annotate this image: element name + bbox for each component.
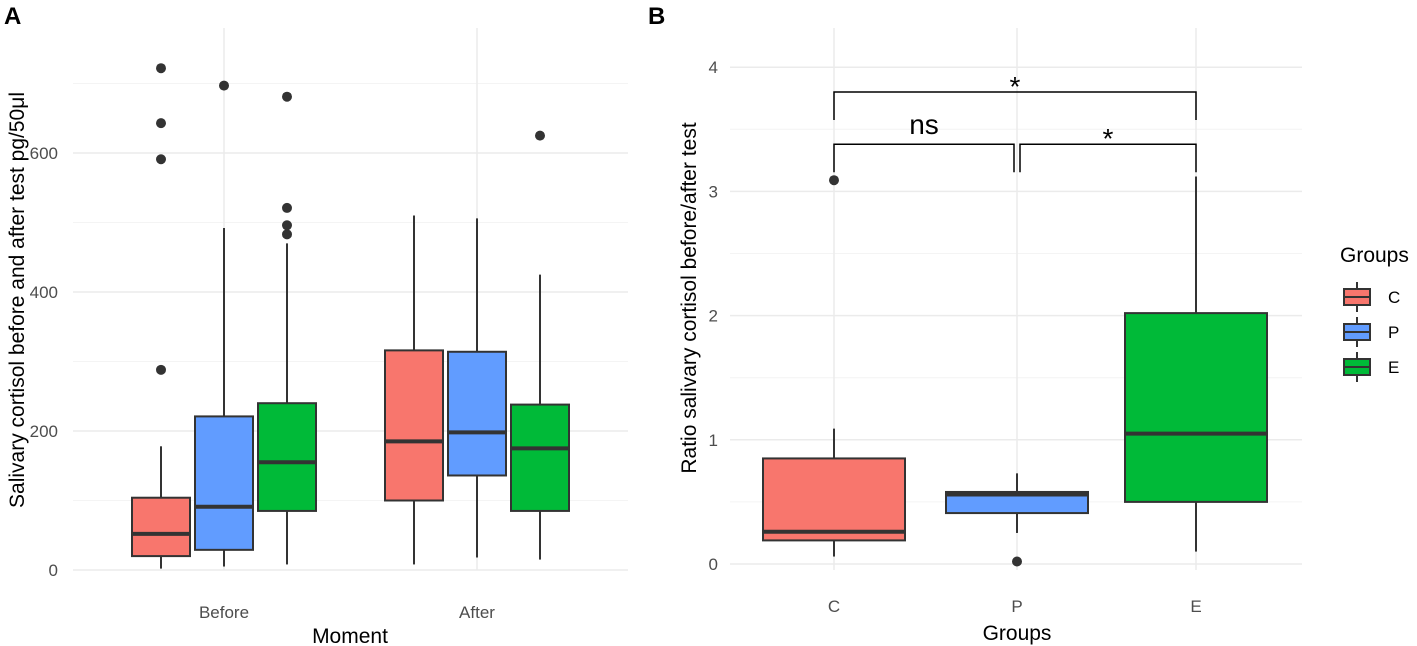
a-after-e-outlier-1 <box>535 130 545 141</box>
a-before-e-outlier-2 <box>282 220 292 231</box>
b-c-c-outlier-1 <box>829 175 839 186</box>
a-after-c-box <box>384 349 444 502</box>
legend-title: Groups <box>1340 244 1409 267</box>
a-after-p-box <box>447 350 507 477</box>
significance-label-p-e: * <box>1103 123 1114 154</box>
x-tick-label: After <box>459 603 495 622</box>
significance-label-c-e: * <box>1010 71 1021 102</box>
x-axis-title: Groups <box>983 622 1052 645</box>
legend-item-e-label: E <box>1388 358 1399 377</box>
x-tick-label: Before <box>199 603 249 622</box>
y-tick-label: 1 <box>709 431 718 450</box>
y-tick-label: 0 <box>709 555 718 574</box>
a-before-e-outlier-3 <box>282 202 292 213</box>
x-axis-title: Moment <box>312 625 388 646</box>
b-e-e-box <box>1124 312 1268 503</box>
panel-a-label: A <box>4 3 21 30</box>
legend: Groups CPE <box>1340 244 1409 382</box>
significance-bracket-c-e <box>833 91 1197 121</box>
a-before-c-outlier-2 <box>156 154 166 165</box>
y-tick-label: 4 <box>709 58 718 77</box>
a-before-e-outlier-1 <box>282 229 292 240</box>
y-tick-label: 3 <box>709 182 718 201</box>
y-tick-label: 400 <box>30 283 58 302</box>
x-tick-label: E <box>1190 597 1201 616</box>
y-tick-label: 0 <box>49 561 58 580</box>
a-before-c-box <box>131 496 191 558</box>
a-before-c-outlier-3 <box>156 118 166 129</box>
b-c-c-box <box>762 457 906 542</box>
x-tick-label: C <box>828 597 840 616</box>
a-before-c-outlier-4 <box>156 63 166 74</box>
significance-bracket-p-e <box>1019 143 1197 173</box>
b-p-p-box <box>945 490 1089 515</box>
significance-bracket-c-p <box>833 143 1015 173</box>
a-before-c-outlier-1 <box>156 364 166 375</box>
legend-item-p-label: P <box>1388 323 1399 342</box>
a-before-p-box <box>194 415 254 551</box>
significance-label-c-p: ns <box>909 109 939 140</box>
panel-b-boxplot: 0 1 2 3 4 C P E * ns * Groups Ratio salivary cortiso… <box>678 28 1302 645</box>
x-tick-label: P <box>1011 597 1022 616</box>
y-axis-title: Ratio salivary cortisol before/after tes… <box>678 122 701 473</box>
a-before-e-box <box>257 402 317 512</box>
y-tick-label: 600 <box>30 144 58 163</box>
panel-a-boxplot: 0 200 400 600 Before After Moment Salivary cort… <box>6 28 628 646</box>
y-axis-title: Salivary cortisol before and after test … <box>6 92 29 508</box>
a-before-e-outlier-4 <box>282 91 292 102</box>
y-tick-label: 200 <box>30 422 58 441</box>
y-tick-label: 2 <box>709 307 718 326</box>
panel-b-label: B <box>648 3 665 30</box>
legend-item-c-label: C <box>1388 288 1400 307</box>
a-before-p-outlier-1 <box>219 80 229 91</box>
b-p-p-outlier-1 <box>1012 556 1022 567</box>
a-after-e-box <box>510 403 570 512</box>
